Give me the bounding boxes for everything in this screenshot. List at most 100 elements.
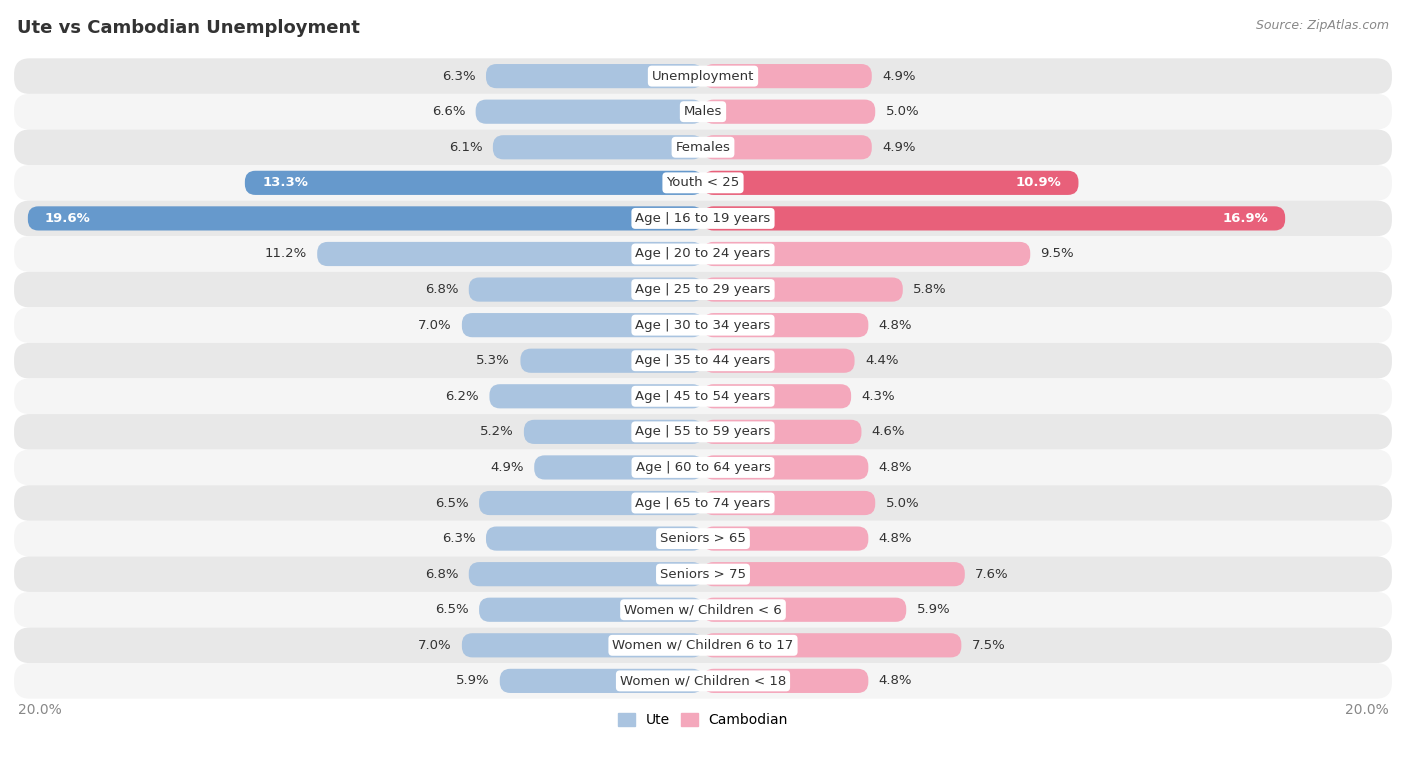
Text: 6.2%: 6.2% bbox=[446, 390, 479, 403]
Text: Women w/ Children < 6: Women w/ Children < 6 bbox=[624, 603, 782, 616]
FancyBboxPatch shape bbox=[245, 171, 703, 195]
Text: Age | 30 to 34 years: Age | 30 to 34 years bbox=[636, 319, 770, 332]
FancyBboxPatch shape bbox=[703, 456, 869, 479]
Text: 4.3%: 4.3% bbox=[862, 390, 896, 403]
FancyBboxPatch shape bbox=[14, 58, 1392, 94]
FancyBboxPatch shape bbox=[14, 94, 1392, 129]
Text: 4.8%: 4.8% bbox=[879, 674, 912, 687]
FancyBboxPatch shape bbox=[14, 307, 1392, 343]
Text: 16.9%: 16.9% bbox=[1222, 212, 1268, 225]
FancyBboxPatch shape bbox=[14, 236, 1392, 272]
FancyBboxPatch shape bbox=[703, 242, 1031, 266]
FancyBboxPatch shape bbox=[703, 100, 875, 124]
FancyBboxPatch shape bbox=[14, 414, 1392, 450]
FancyBboxPatch shape bbox=[534, 456, 703, 479]
Text: Ute vs Cambodian Unemployment: Ute vs Cambodian Unemployment bbox=[17, 19, 360, 37]
FancyBboxPatch shape bbox=[486, 526, 703, 550]
Text: 4.9%: 4.9% bbox=[882, 141, 915, 154]
FancyBboxPatch shape bbox=[703, 385, 851, 408]
FancyBboxPatch shape bbox=[28, 207, 703, 231]
FancyBboxPatch shape bbox=[703, 136, 872, 160]
FancyBboxPatch shape bbox=[499, 668, 703, 693]
FancyBboxPatch shape bbox=[14, 129, 1392, 165]
Text: 19.6%: 19.6% bbox=[45, 212, 91, 225]
Text: Males: Males bbox=[683, 105, 723, 118]
FancyBboxPatch shape bbox=[703, 668, 869, 693]
FancyBboxPatch shape bbox=[494, 136, 703, 160]
FancyBboxPatch shape bbox=[14, 521, 1392, 556]
FancyBboxPatch shape bbox=[703, 526, 869, 550]
Text: 5.8%: 5.8% bbox=[912, 283, 946, 296]
FancyBboxPatch shape bbox=[703, 313, 869, 337]
Text: 7.5%: 7.5% bbox=[972, 639, 1005, 652]
FancyBboxPatch shape bbox=[703, 562, 965, 586]
Text: 4.8%: 4.8% bbox=[879, 319, 912, 332]
Text: 5.2%: 5.2% bbox=[479, 425, 513, 438]
FancyBboxPatch shape bbox=[703, 207, 1285, 231]
Text: 7.0%: 7.0% bbox=[418, 639, 451, 652]
Text: 6.6%: 6.6% bbox=[432, 105, 465, 118]
Text: 6.8%: 6.8% bbox=[425, 283, 458, 296]
FancyBboxPatch shape bbox=[14, 663, 1392, 699]
Text: Age | 45 to 54 years: Age | 45 to 54 years bbox=[636, 390, 770, 403]
FancyBboxPatch shape bbox=[524, 420, 703, 444]
Text: 20.0%: 20.0% bbox=[1344, 703, 1389, 717]
Text: 4.6%: 4.6% bbox=[872, 425, 905, 438]
Text: 4.8%: 4.8% bbox=[879, 461, 912, 474]
Text: 7.6%: 7.6% bbox=[976, 568, 1008, 581]
FancyBboxPatch shape bbox=[486, 64, 703, 89]
Text: 6.3%: 6.3% bbox=[441, 532, 475, 545]
FancyBboxPatch shape bbox=[703, 420, 862, 444]
Text: 6.1%: 6.1% bbox=[449, 141, 482, 154]
Text: 5.3%: 5.3% bbox=[477, 354, 510, 367]
Text: Age | 20 to 24 years: Age | 20 to 24 years bbox=[636, 248, 770, 260]
Text: Source: ZipAtlas.com: Source: ZipAtlas.com bbox=[1256, 19, 1389, 32]
Text: Age | 25 to 29 years: Age | 25 to 29 years bbox=[636, 283, 770, 296]
FancyBboxPatch shape bbox=[703, 491, 875, 515]
FancyBboxPatch shape bbox=[703, 633, 962, 657]
Text: Age | 55 to 59 years: Age | 55 to 59 years bbox=[636, 425, 770, 438]
Text: Youth < 25: Youth < 25 bbox=[666, 176, 740, 189]
Text: 6.5%: 6.5% bbox=[434, 497, 468, 509]
Text: 5.0%: 5.0% bbox=[886, 105, 920, 118]
FancyBboxPatch shape bbox=[468, 562, 703, 586]
Text: Seniors > 75: Seniors > 75 bbox=[659, 568, 747, 581]
FancyBboxPatch shape bbox=[14, 556, 1392, 592]
FancyBboxPatch shape bbox=[461, 633, 703, 657]
FancyBboxPatch shape bbox=[468, 278, 703, 301]
FancyBboxPatch shape bbox=[14, 201, 1392, 236]
Text: 4.4%: 4.4% bbox=[865, 354, 898, 367]
Text: 6.3%: 6.3% bbox=[441, 70, 475, 83]
Text: Unemployment: Unemployment bbox=[652, 70, 754, 83]
Legend: Ute, Cambodian: Ute, Cambodian bbox=[613, 708, 793, 733]
Text: Age | 60 to 64 years: Age | 60 to 64 years bbox=[636, 461, 770, 474]
Text: Women w/ Children 6 to 17: Women w/ Children 6 to 17 bbox=[613, 639, 793, 652]
FancyBboxPatch shape bbox=[489, 385, 703, 408]
Text: 7.0%: 7.0% bbox=[418, 319, 451, 332]
Text: 6.8%: 6.8% bbox=[425, 568, 458, 581]
Text: Age | 16 to 19 years: Age | 16 to 19 years bbox=[636, 212, 770, 225]
FancyBboxPatch shape bbox=[461, 313, 703, 337]
Text: 5.0%: 5.0% bbox=[886, 497, 920, 509]
Text: 4.9%: 4.9% bbox=[882, 70, 915, 83]
FancyBboxPatch shape bbox=[703, 597, 907, 621]
Text: 11.2%: 11.2% bbox=[264, 248, 307, 260]
FancyBboxPatch shape bbox=[14, 485, 1392, 521]
FancyBboxPatch shape bbox=[703, 171, 1078, 195]
Text: 4.8%: 4.8% bbox=[879, 532, 912, 545]
Text: 5.9%: 5.9% bbox=[456, 674, 489, 687]
Text: Females: Females bbox=[675, 141, 731, 154]
Text: Women w/ Children < 18: Women w/ Children < 18 bbox=[620, 674, 786, 687]
FancyBboxPatch shape bbox=[14, 272, 1392, 307]
FancyBboxPatch shape bbox=[703, 64, 872, 89]
FancyBboxPatch shape bbox=[520, 349, 703, 372]
FancyBboxPatch shape bbox=[318, 242, 703, 266]
Text: 9.5%: 9.5% bbox=[1040, 248, 1074, 260]
FancyBboxPatch shape bbox=[475, 100, 703, 124]
Text: 6.5%: 6.5% bbox=[434, 603, 468, 616]
FancyBboxPatch shape bbox=[14, 378, 1392, 414]
Text: 13.3%: 13.3% bbox=[262, 176, 308, 189]
FancyBboxPatch shape bbox=[703, 278, 903, 301]
Text: 10.9%: 10.9% bbox=[1015, 176, 1062, 189]
Text: 20.0%: 20.0% bbox=[17, 703, 62, 717]
